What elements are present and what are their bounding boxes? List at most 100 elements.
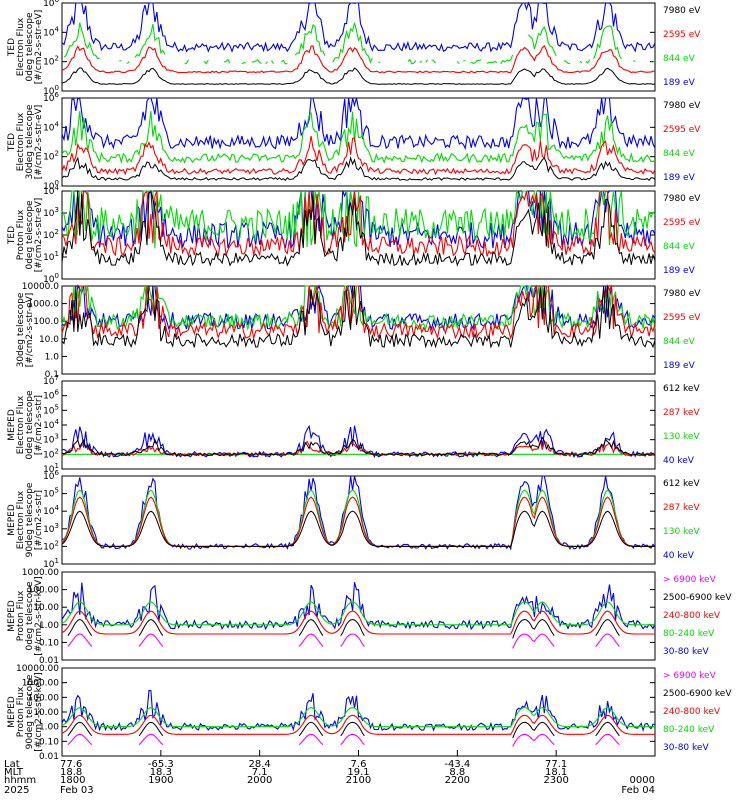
y-tick-label: 102 (43, 539, 59, 552)
y-axis-title: 0deg telescope (25, 390, 35, 460)
x-tick-hhmm: 1900 (148, 775, 173, 786)
x-tick-date: Feb 04 (621, 785, 655, 796)
y-tick-label: 0.10 (39, 737, 59, 747)
x-tick-mlt: 18.8 (60, 767, 82, 778)
legend-label-blue: 40 keV (663, 551, 695, 561)
x-tick-lat: 77.6 (60, 759, 82, 770)
y-tick-label: 1000.00 (22, 679, 59, 689)
legend-label-black: 612 keV (663, 384, 700, 394)
series-black (67, 721, 620, 739)
legend-label-blue: 189 eV (663, 266, 696, 276)
legend-label-green: 80-240 keV (663, 629, 715, 639)
series-magenta (67, 633, 620, 649)
y-axis-title: TED (7, 38, 17, 57)
series-green (61, 189, 656, 249)
x-tick-hhmm: 2200 (445, 775, 470, 786)
legend-label-green: 844 eV (663, 54, 696, 64)
y-tick-label: 101 (43, 557, 59, 570)
y-axis-title: TED (7, 133, 17, 152)
legend-label-red: 287 keV (663, 408, 700, 418)
legend-label-red: 2595 eV (663, 313, 701, 323)
legend-label-green: 844 eV (663, 337, 696, 347)
y-axis-title: Electron Flux (16, 17, 26, 76)
y-axis-title: Electron Flux (16, 490, 26, 549)
y-tick-label: 100 (43, 179, 59, 192)
series-green (61, 601, 655, 626)
y-tick-label: 103 (43, 433, 59, 446)
panel-frame (61, 2, 656, 92)
y-tick-label: 100.00 (28, 693, 60, 703)
legend-label-red: 2595 eV (663, 218, 701, 228)
time-axis-row-label: hhmm (4, 775, 36, 786)
series-blue (61, 689, 656, 732)
legend-label-black: 612 keV (663, 479, 700, 489)
y-axis-title: Electron Flux (16, 395, 26, 454)
y-tick-label: 1.00 (39, 723, 59, 733)
legend-label-red: 240-800 keV (663, 707, 721, 717)
legend-label-blue: 189 eV (663, 173, 696, 183)
y-axis-title: [#/cm2-s-str-keV] (34, 672, 44, 751)
panel-6: 101 102 103 104 105 106 MEPED Electron Flux 90de… (7, 469, 700, 570)
y-axis-title: Proton Flux (16, 686, 26, 737)
series-black (61, 189, 656, 267)
series-red (61, 496, 655, 547)
series-blue (61, 97, 656, 151)
y-tick-label: 106 (43, 91, 59, 104)
time-axis-row-label: Lat (4, 759, 20, 770)
legend-label-magenta: > 6900 keV (663, 671, 717, 681)
series-red (61, 283, 656, 340)
y-tick-label: 104 (43, 504, 59, 517)
series-black (61, 156, 656, 182)
panel-8: 0.01 0.10 1.00 10.00 100.00 1000.00 10000.00 ME… (7, 664, 732, 762)
y-axis-title: Electron Flux (16, 112, 26, 171)
y-tick-label: 102 (43, 228, 59, 241)
y-axis-title: MEPED (7, 600, 17, 632)
y-axis-title: [#/cm2-s-str-eV] (34, 10, 44, 85)
series-black (61, 285, 656, 349)
legend-label-red: 2595 eV (663, 125, 701, 135)
x-tick-mlt: 18.3 (150, 767, 172, 778)
y-axis-title: Proton Flux (16, 590, 26, 641)
legend-label-blue: 189 eV (663, 361, 696, 371)
y-axis-title: [#/cm2-s-str-keV] (34, 576, 44, 655)
y-axis-title: [#/cm2-s-str-eV] (34, 198, 44, 273)
y-axis-title: 0deg telescope (25, 200, 35, 270)
x-tick-hhmm: 2100 (346, 775, 371, 786)
panel-1: 100 102 104 106 TED Electron Flux 0deg telesco… (7, 0, 701, 97)
y-axis-title: 0deg telescope (25, 581, 35, 651)
y-tick-label: 10000.0 (22, 282, 59, 292)
series-blue (61, 424, 656, 459)
panel-3: 100 101 102 103 104 TED Proton Flux 0deg telesc… (7, 184, 701, 285)
legend-label-green: 844 eV (663, 149, 696, 159)
y-tick-label: 102 (43, 447, 59, 460)
series-magenta (67, 733, 620, 747)
legend-label-black: 7980 eV (663, 289, 701, 299)
x-tick-date: Feb 03 (60, 785, 94, 796)
y-tick-label: 101 (43, 462, 59, 475)
legend-label-blue: 30-80 keV (663, 743, 709, 753)
x-tick-hhmm: 2300 (543, 775, 568, 786)
series-black (61, 510, 655, 547)
y-tick-label: 0.01 (39, 752, 59, 762)
y-tick-label: 102 (43, 150, 59, 163)
y-tick-label: 1.00 (39, 621, 59, 631)
panel-frame (61, 571, 656, 661)
y-tick-label: 104 (43, 25, 59, 38)
y-tick-label: 100 (43, 272, 59, 285)
y-tick-label: 10.00 (33, 603, 59, 613)
legend-label-red: 240-800 keV (663, 611, 721, 621)
x-tick-lat: 7.6 (351, 759, 367, 770)
series-black (67, 618, 620, 639)
y-tick-label: 1000.00 (22, 568, 59, 578)
series-blue (61, 582, 656, 631)
y-axis-title: [#/cm2-s-str-eV] (34, 105, 44, 180)
time-axis-row-label: 2025 (4, 785, 29, 796)
series-red (61, 190, 656, 258)
legend-label-red: 287 keV (663, 503, 700, 513)
series-green (63, 22, 656, 65)
panel-2: 100 102 104 106 TED Electron Flux 30deg telesc… (7, 91, 701, 192)
y-tick-label: 103 (43, 522, 59, 535)
